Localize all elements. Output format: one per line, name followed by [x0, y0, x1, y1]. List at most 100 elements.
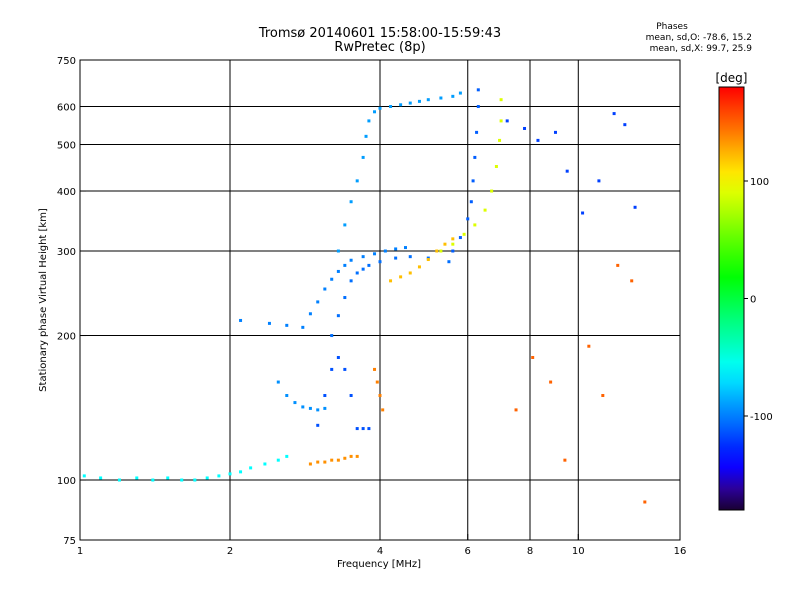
phase-stats: Phases mean, sd,O: -78.6, 15.2 mean, sd,…	[592, 22, 752, 55]
data-point	[490, 189, 494, 193]
data-point	[458, 236, 462, 240]
data-point	[308, 312, 312, 316]
data-point	[439, 96, 443, 100]
data-point	[205, 476, 209, 480]
x-tick-label: 16	[674, 546, 687, 557]
data-point	[316, 300, 320, 304]
data-point	[581, 211, 585, 215]
data-point	[217, 474, 221, 478]
data-point	[361, 427, 365, 431]
x-tick-label: 4	[377, 546, 383, 557]
trace-sporadic-o	[316, 355, 371, 431]
trace-f1-o-left	[239, 246, 407, 329]
data-point	[523, 126, 527, 130]
data-point	[355, 179, 359, 183]
data-point	[361, 155, 365, 159]
y-tick-label: 200	[57, 332, 76, 343]
data-point	[499, 119, 503, 123]
data-point	[364, 134, 368, 138]
data-point	[99, 476, 103, 480]
x-tick-label: 10	[572, 546, 585, 557]
data-point	[285, 394, 289, 398]
phase-stats-heading: Phases	[656, 22, 688, 32]
data-point	[323, 460, 327, 464]
data-point	[394, 256, 398, 260]
x-tick-label: 2	[227, 546, 233, 557]
data-point	[408, 255, 412, 259]
x-tick-label: 1	[77, 546, 83, 557]
data-point	[389, 105, 393, 109]
axes: 1 2 4 6 8 10 16 75 100 200 300 400 500 600 750	[57, 56, 686, 557]
data-point	[308, 406, 312, 410]
data-point	[563, 458, 567, 462]
data-points	[82, 88, 647, 504]
data-point	[451, 249, 455, 253]
y-tick-label: 600	[57, 103, 76, 114]
x-tick-label: 6	[465, 546, 471, 557]
y-tick-label: 300	[57, 247, 76, 258]
data-point	[498, 138, 502, 142]
data-point	[505, 119, 509, 123]
data-point	[316, 460, 320, 464]
data-point	[417, 265, 421, 269]
data-point	[612, 112, 616, 116]
x-axis-label: Frequency [MHz]	[337, 559, 421, 570]
y-tick-label: 75	[63, 536, 76, 547]
data-point	[349, 394, 353, 398]
data-point	[343, 367, 347, 371]
grid-lines	[80, 60, 680, 540]
data-point	[308, 462, 312, 466]
data-point	[193, 478, 197, 482]
y-axis-label: Stationary phase Virtual Height [km]	[38, 208, 49, 392]
data-point	[451, 242, 455, 246]
data-point	[316, 423, 320, 427]
colorbar-tick-label: -100	[750, 412, 773, 423]
trace-es-x	[373, 367, 385, 412]
data-point	[373, 367, 377, 371]
data-point	[349, 200, 353, 204]
data-point	[367, 119, 371, 123]
data-point	[389, 279, 393, 283]
data-point	[403, 246, 407, 250]
colorbar-tick-label: 0	[750, 295, 756, 306]
data-point	[151, 478, 155, 482]
data-point	[536, 138, 540, 142]
colorbar-scale	[718, 86, 745, 511]
colorbar-label: [deg]	[716, 71, 748, 85]
data-point	[553, 130, 557, 134]
data-point	[276, 458, 280, 462]
data-point	[239, 318, 243, 322]
data-point	[336, 269, 340, 273]
data-point	[473, 155, 477, 159]
data-point	[349, 454, 353, 458]
trace-noise-high	[514, 263, 647, 504]
data-point	[378, 260, 382, 264]
colorbar: [deg] 100 0 -100	[716, 71, 773, 511]
data-point	[343, 263, 347, 267]
data-point	[301, 405, 305, 409]
data-point	[285, 323, 289, 327]
data-point	[373, 110, 377, 114]
data-point	[475, 130, 479, 134]
data-point	[476, 88, 480, 92]
data-point	[228, 472, 232, 476]
data-point	[285, 454, 289, 458]
data-point	[378, 106, 382, 110]
chart-title: Tromsø 20140601 15:58:00-15:59:43	[258, 26, 502, 41]
data-point	[601, 394, 605, 398]
data-point	[451, 237, 455, 241]
y-tick-label: 500	[57, 141, 76, 152]
data-point	[514, 408, 518, 412]
data-point	[633, 205, 637, 209]
data-point	[373, 252, 377, 256]
data-point	[330, 458, 334, 462]
data-point	[435, 249, 439, 253]
data-point	[166, 476, 170, 480]
data-point	[367, 263, 371, 267]
data-point	[623, 123, 627, 127]
data-point	[399, 275, 403, 279]
data-point	[643, 500, 647, 504]
data-point	[494, 164, 498, 168]
data-point	[616, 263, 620, 267]
